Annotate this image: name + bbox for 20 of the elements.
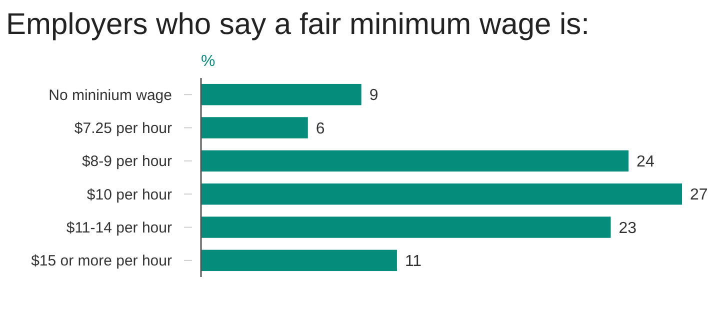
bar bbox=[201, 216, 611, 238]
data-label: 23 bbox=[618, 220, 637, 237]
x-axis-title: % bbox=[201, 53, 216, 70]
bar bbox=[201, 84, 362, 106]
data-label: 11 bbox=[404, 253, 422, 270]
data-label: 27 bbox=[690, 186, 708, 204]
y-tick-label: $8-9 per hour bbox=[82, 153, 172, 170]
y-tick-label: $11-14 per hour bbox=[66, 220, 172, 236]
y-tick-label: $7.25 per hour bbox=[74, 120, 172, 137]
bar bbox=[201, 150, 629, 172]
y-tick-label: $10 per hour bbox=[86, 186, 172, 204]
bar bbox=[201, 250, 397, 272]
bar bbox=[201, 183, 682, 205]
y-tick-label: $15 or more per hour bbox=[31, 252, 172, 270]
data-label: 9 bbox=[369, 87, 378, 104]
bar bbox=[201, 117, 308, 138]
y-tick-label: No mininium wage bbox=[48, 86, 172, 104]
chart-title: Employers who say a fair minimum wage is: bbox=[6, 8, 590, 41]
data-label: 24 bbox=[636, 154, 654, 171]
data-label: 6 bbox=[316, 120, 325, 138]
